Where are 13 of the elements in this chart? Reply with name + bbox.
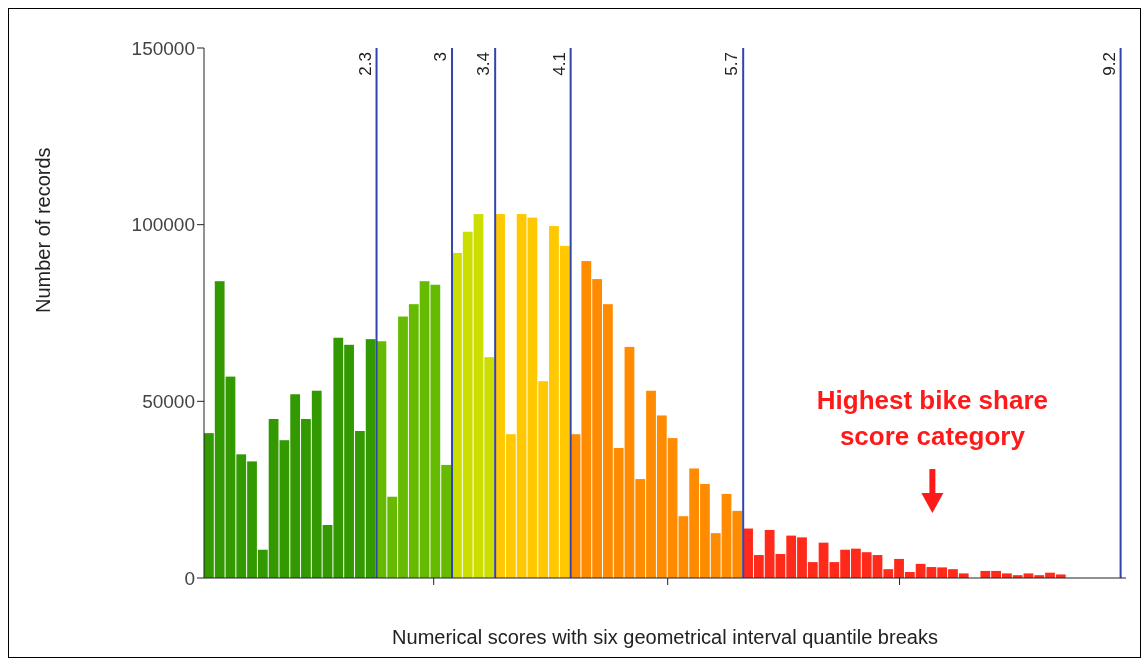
ref-line-label: 3 — [431, 52, 451, 62]
y-axis-title: Number of records — [32, 147, 55, 313]
annotation: Highest bike share score category — [815, 384, 1049, 454]
y-tick-label: 50000 — [142, 391, 195, 413]
ref-line-label: 5.7 — [722, 52, 742, 76]
y-tick-label: 0 — [184, 567, 195, 589]
y-tick-label: 100000 — [131, 214, 195, 236]
ref-line-label: 3.4 — [474, 52, 494, 76]
x-axis-title: Numerical scores with six geometrical interval quantile breaks — [392, 626, 938, 648]
ref-line-label: 4.1 — [549, 52, 569, 76]
y-tick-label: 150000 — [131, 37, 195, 59]
ref-line-label: 9.2 — [1099, 52, 1119, 76]
ref-line-label: 2.3 — [355, 52, 375, 76]
